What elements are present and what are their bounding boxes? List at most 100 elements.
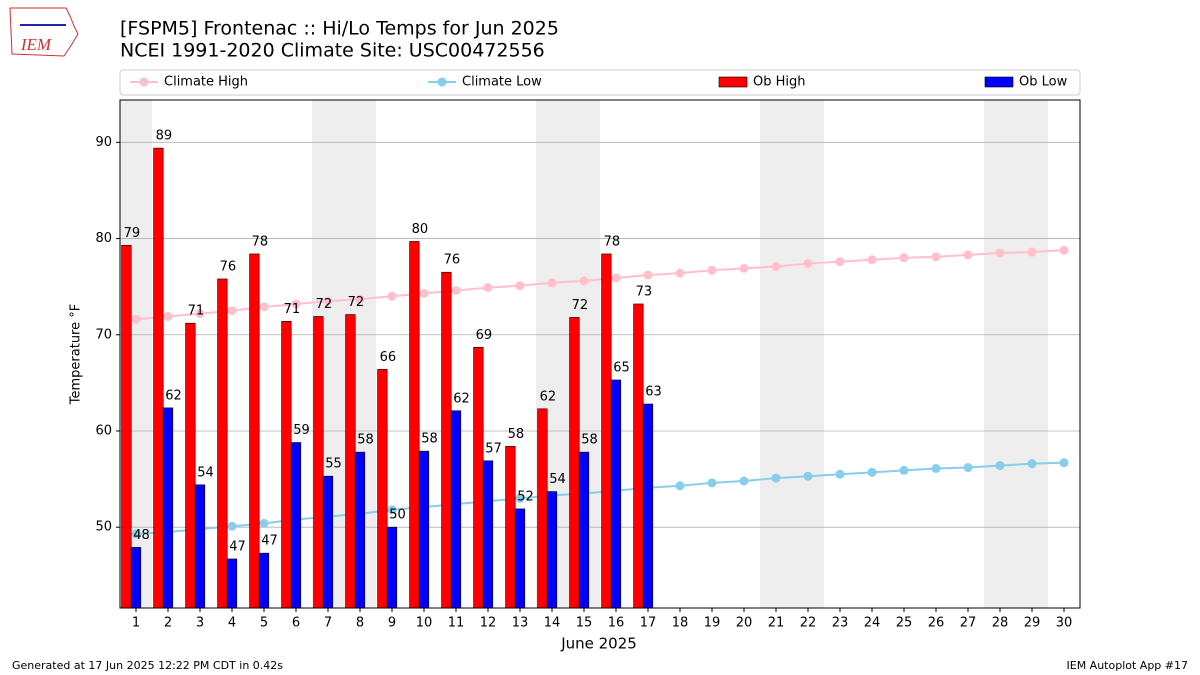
marker <box>995 248 1005 258</box>
legend-label: Ob Low <box>1019 75 1068 90</box>
marker <box>323 296 333 306</box>
marker <box>739 476 749 486</box>
x-tick-label: 11 <box>448 616 465 631</box>
weekend-shade <box>984 100 1016 608</box>
bar <box>217 278 228 609</box>
data-label: 62 <box>540 389 557 404</box>
weekend-shade <box>792 100 824 608</box>
legend-label: Climate High <box>164 75 248 90</box>
marker <box>899 465 909 475</box>
bar <box>354 451 366 609</box>
marker <box>835 257 845 267</box>
bar <box>290 442 302 609</box>
x-tick-label: 4 <box>228 616 236 631</box>
data-label: 58 <box>357 433 374 448</box>
bar <box>185 322 196 609</box>
bar <box>249 253 260 609</box>
x-tick-label: 10 <box>416 616 433 631</box>
marker <box>835 469 845 479</box>
data-label: 89 <box>156 129 173 144</box>
bar <box>482 460 494 609</box>
marker <box>227 306 237 316</box>
marker <box>771 473 781 483</box>
data-label: 78 <box>252 234 269 249</box>
marker <box>867 255 877 265</box>
marker <box>131 314 141 324</box>
x-tick-label: 19 <box>704 616 721 631</box>
data-label: 72 <box>348 295 365 310</box>
data-label: 47 <box>229 539 246 554</box>
marker <box>547 278 557 288</box>
y-tick-label: 50 <box>95 520 112 535</box>
data-label: 71 <box>284 302 301 317</box>
x-tick-label: 29 <box>1024 616 1041 631</box>
x-tick-label: 15 <box>576 616 593 631</box>
x-tick-label: 23 <box>832 616 849 631</box>
marker <box>579 276 589 286</box>
marker <box>1059 245 1069 255</box>
marker <box>419 288 429 298</box>
x-tick-label: 3 <box>196 616 204 631</box>
y-tick-label: 80 <box>95 231 112 246</box>
x-tick-label: 20 <box>736 616 753 631</box>
data-label: 78 <box>604 234 621 249</box>
marker <box>1027 247 1037 257</box>
bar <box>505 446 516 609</box>
marker <box>803 259 813 269</box>
bar <box>450 410 462 609</box>
x-tick-label: 7 <box>324 616 332 631</box>
data-label: 79 <box>124 226 141 241</box>
x-tick-label: 14 <box>544 616 561 631</box>
bar <box>258 552 270 609</box>
footer-left: Generated at 17 Jun 2025 12:22 PM CDT in… <box>12 659 283 672</box>
logo-text: IEM <box>20 35 52 54</box>
data-label: 73 <box>636 284 653 299</box>
bar <box>537 408 548 609</box>
legend-swatch <box>984 76 1014 88</box>
bar <box>569 317 580 609</box>
bar <box>121 244 132 609</box>
chart-subtitle: NCEI 1991-2020 Climate Site: USC00472556 <box>120 40 545 62</box>
data-label: 66 <box>380 350 397 365</box>
bar <box>130 547 142 609</box>
data-label: 69 <box>476 328 493 343</box>
x-tick-label: 5 <box>260 616 268 631</box>
x-tick-label: 9 <box>388 616 396 631</box>
data-label: 50 <box>389 508 406 523</box>
marker <box>483 283 493 293</box>
y-tick-label: 70 <box>95 327 112 342</box>
bar <box>322 475 334 609</box>
legend-marker <box>437 77 447 87</box>
bar <box>313 316 324 609</box>
marker <box>387 291 397 301</box>
y-axis-label: Temperature °F <box>69 304 84 405</box>
data-label: 58 <box>508 427 525 442</box>
bar <box>633 303 644 609</box>
marker <box>931 463 941 473</box>
bar <box>386 526 398 609</box>
weekend-shade <box>1016 100 1048 608</box>
y-tick-label: 60 <box>95 423 112 438</box>
x-tick-label: 2 <box>164 616 172 631</box>
bar <box>601 253 612 609</box>
marker <box>931 252 941 262</box>
bar <box>441 271 452 609</box>
marker <box>1027 459 1037 469</box>
x-tick-label: 18 <box>672 616 689 631</box>
x-tick-label: 12 <box>480 616 497 631</box>
marker <box>355 294 365 304</box>
data-label: 76 <box>220 259 237 274</box>
bar <box>409 241 420 609</box>
marker <box>131 529 141 539</box>
data-label: 54 <box>197 465 214 480</box>
bar <box>546 491 558 609</box>
data-label: 59 <box>293 423 310 438</box>
line <box>135 249 1065 321</box>
legend-box <box>119 69 1081 96</box>
data-label: 54 <box>549 472 566 487</box>
x-tick-label: 24 <box>864 616 881 631</box>
marker <box>995 461 1005 471</box>
x-axis-label: June 2025 <box>560 635 637 653</box>
data-label: 63 <box>645 385 662 400</box>
